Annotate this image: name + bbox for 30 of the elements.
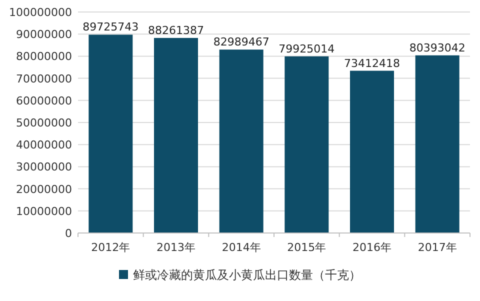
y-tick-label: 20000000 [16,182,72,196]
y-tick-label: 90000000 [16,28,72,42]
legend-label: 鲜或冷藏的黄瓜及小黄瓜出口数量（千克） [133,268,361,282]
bar [284,56,329,233]
bar [154,38,198,233]
data-label: 88261387 [148,24,204,37]
data-label: 73412418 [344,56,400,70]
y-tick-label: 100000000 [9,6,72,19]
y-tick-label: 0 [65,227,72,240]
x-tick-label: 2013年 [156,241,196,254]
x-tick-label: 2017年 [418,241,457,254]
y-tick-label: 70000000 [16,72,72,86]
bar [88,34,133,233]
y-tick-label: 30000000 [16,160,72,174]
bar [219,50,264,233]
data-label: 89725743 [82,20,139,34]
bar [350,70,394,233]
x-tick-label: 2012年 [91,241,130,254]
y-tick-label: 50000000 [16,116,72,130]
y-tick-label: 40000000 [16,138,72,152]
bar [415,55,460,233]
x-tick-label: 2015年 [287,241,326,254]
x-tick-label: 2016年 [352,241,392,254]
data-label: 80393042 [409,41,466,54]
data-label: 82989467 [213,36,270,49]
x-tick-label: 2014年 [222,241,261,254]
y-tick-label: 60000000 [16,94,72,108]
y-tick-label: 80000000 [16,50,72,64]
y-tick-label: 10000000 [16,204,72,218]
data-label: 79925014 [278,42,335,56]
